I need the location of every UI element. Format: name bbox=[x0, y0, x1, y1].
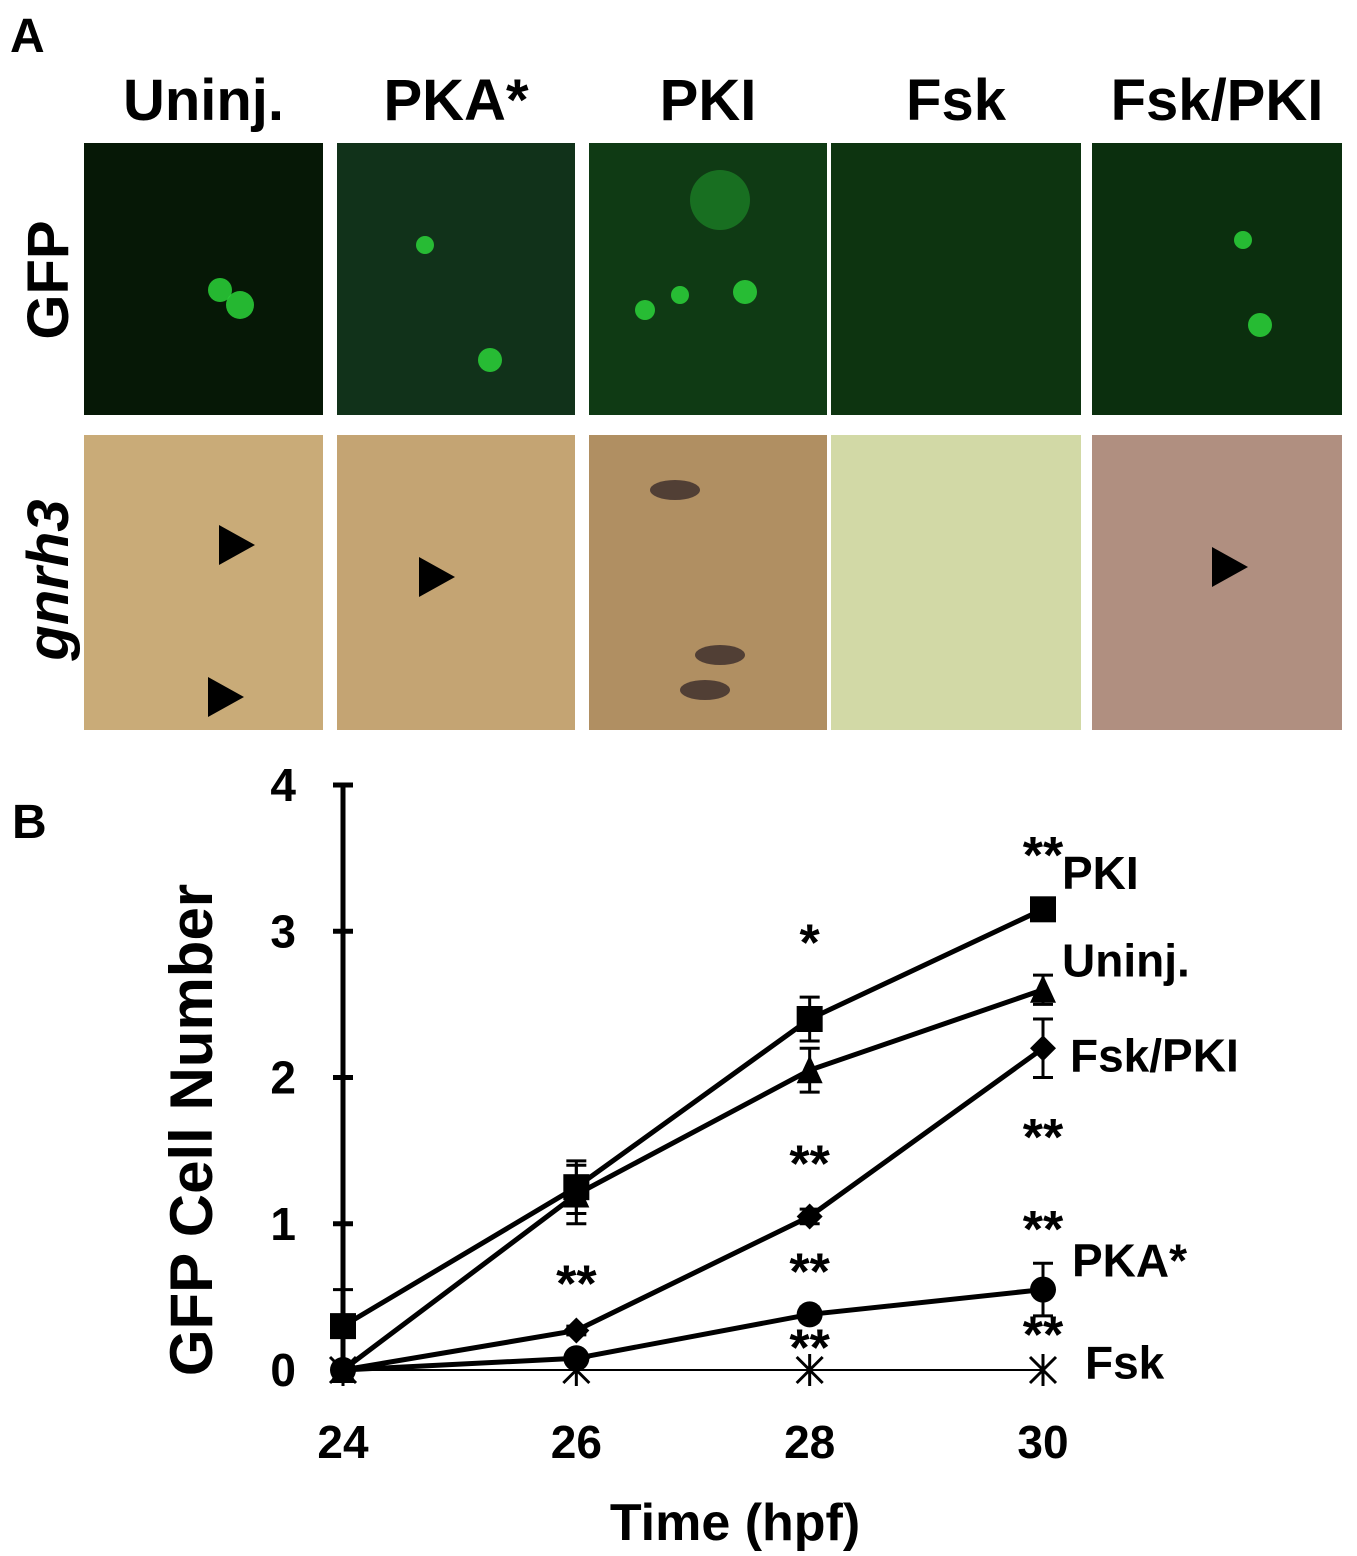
significance-mark: ** bbox=[1023, 827, 1064, 885]
marker bbox=[1030, 896, 1056, 923]
image-panel: Uninj. PKA* PKI Fsk Fsk/PKI GFP gnrh3 bbox=[16, 68, 1342, 730]
y-tick-label: 1 bbox=[270, 1198, 296, 1250]
significance-mark: ** bbox=[789, 1320, 830, 1378]
gfp-image bbox=[589, 143, 827, 415]
marker bbox=[563, 1179, 590, 1208]
series-label: Fsk bbox=[1085, 1337, 1165, 1389]
marker bbox=[328, 1354, 358, 1386]
ish-image bbox=[337, 435, 575, 730]
panel-label: B bbox=[12, 796, 47, 849]
fluorescent-cell bbox=[690, 170, 750, 230]
series-line bbox=[341, 907, 1045, 1329]
stained-cells bbox=[680, 680, 730, 700]
chart: 0 1 2 3 4 24 26 28 30 Time (hpf) GFP Cell Number PK… bbox=[158, 759, 1239, 1552]
fluorescent-cell bbox=[208, 278, 232, 302]
ish-image bbox=[84, 435, 323, 730]
column-label: PKA* bbox=[383, 68, 528, 133]
marker bbox=[795, 1354, 824, 1386]
marker bbox=[796, 1055, 823, 1084]
row-label: GFP bbox=[16, 220, 81, 339]
x-tick-label: 24 bbox=[317, 1416, 369, 1468]
marker bbox=[1028, 1354, 1058, 1386]
fluorescent-cell bbox=[733, 280, 757, 304]
significance-mark: * bbox=[800, 915, 821, 973]
gfp-image bbox=[84, 143, 323, 415]
gfp-image bbox=[337, 143, 575, 415]
marker bbox=[796, 1203, 823, 1230]
series-label: PKI bbox=[1062, 847, 1139, 899]
marker bbox=[1030, 1276, 1056, 1303]
fluorescent-cell bbox=[635, 300, 655, 320]
arrowhead bbox=[419, 557, 455, 597]
series-line bbox=[342, 1287, 1044, 1373]
series-label: PKA* bbox=[1072, 1234, 1187, 1286]
series-line bbox=[342, 1046, 1045, 1373]
fluorescent-cell bbox=[1234, 231, 1252, 249]
ish-image bbox=[831, 435, 1081, 730]
gfp-image bbox=[1092, 143, 1342, 415]
x-tick-label: 26 bbox=[551, 1416, 602, 1468]
arrowhead bbox=[219, 525, 255, 565]
y-tick-label: 4 bbox=[270, 759, 296, 811]
stained-cells bbox=[650, 480, 700, 500]
marker bbox=[796, 1006, 823, 1032]
significance-mark: ** bbox=[1023, 1201, 1064, 1259]
fluorescent-cell bbox=[226, 291, 254, 319]
marker bbox=[1030, 974, 1056, 1003]
row-label: gnrh3 bbox=[16, 499, 81, 661]
y-tick-label: 2 bbox=[270, 1052, 296, 1104]
column-label: Fsk/PKI bbox=[1111, 68, 1324, 133]
significance-mark: ** bbox=[1023, 1109, 1064, 1167]
fluorescent-cell bbox=[416, 236, 434, 254]
x-tick-label: 30 bbox=[1017, 1416, 1068, 1468]
column-label: Fsk bbox=[906, 68, 1007, 133]
column-label: PKI bbox=[660, 68, 757, 133]
series-label: Uninj. bbox=[1062, 935, 1190, 987]
series-label: Fsk/PKI bbox=[1070, 1030, 1239, 1082]
x-tick-label: 28 bbox=[784, 1416, 835, 1468]
y-tick-label: 0 bbox=[270, 1344, 296, 1396]
significance-mark: ** bbox=[789, 1244, 830, 1302]
x-axis-label: Time (hpf) bbox=[610, 1494, 860, 1552]
fluorescent-cell bbox=[1248, 313, 1272, 337]
significance-mark: ** bbox=[1023, 1307, 1064, 1365]
fluorescent-cell bbox=[671, 286, 689, 304]
series-line bbox=[341, 987, 1044, 1372]
stained-cells bbox=[695, 645, 745, 665]
significance-mark: ** bbox=[789, 1135, 830, 1193]
marker bbox=[1030, 1035, 1056, 1062]
gfp-image bbox=[831, 143, 1081, 415]
y-axis-label: GFP Cell Number bbox=[158, 884, 225, 1376]
marker bbox=[562, 1354, 591, 1386]
panel-label: A bbox=[10, 10, 45, 63]
fluorescent-cell bbox=[478, 348, 502, 372]
arrowhead bbox=[1212, 547, 1248, 587]
marker bbox=[796, 1301, 823, 1328]
arrowhead bbox=[208, 677, 244, 717]
marker bbox=[330, 1313, 356, 1340]
marker bbox=[563, 1317, 590, 1344]
y-tick-label: 3 bbox=[270, 905, 296, 957]
significance-mark: ** bbox=[556, 1255, 597, 1313]
column-label: Uninj. bbox=[123, 68, 284, 133]
